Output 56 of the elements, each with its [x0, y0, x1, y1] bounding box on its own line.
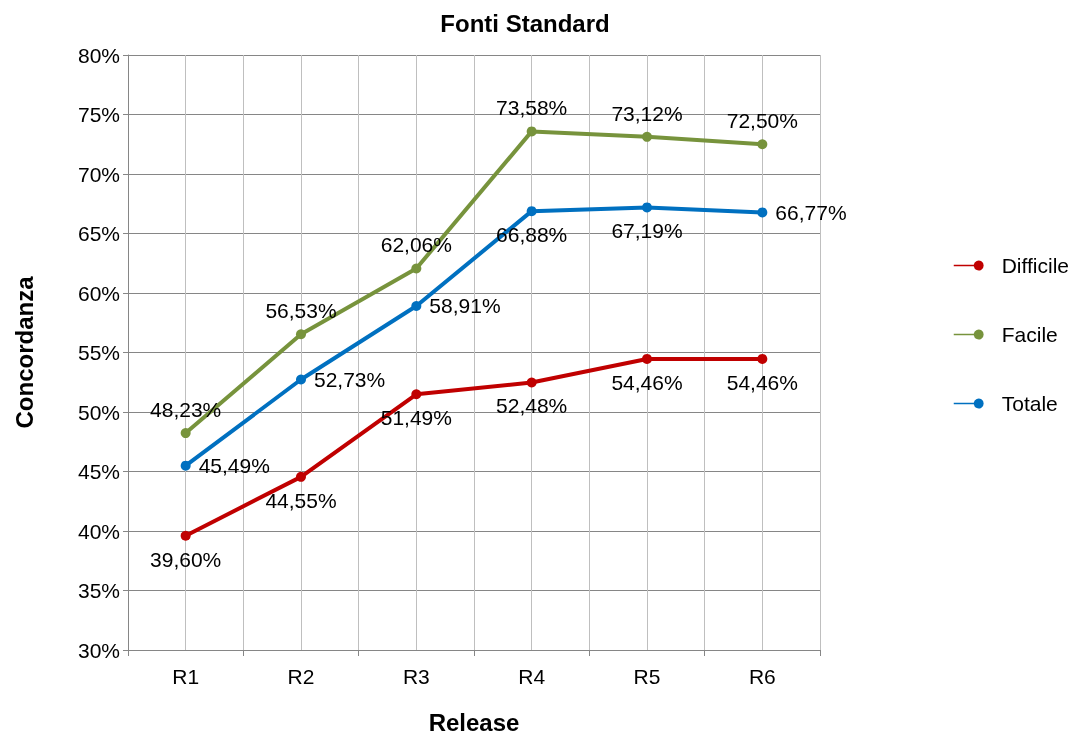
point [296, 374, 306, 385]
y-tick-label: 30% [77, 638, 120, 662]
point [526, 377, 537, 388]
point [180, 428, 191, 439]
point [642, 131, 652, 142]
x-tick-label: R1 [172, 665, 200, 688]
y-tick-label: 35% [77, 579, 120, 602]
data-label: 67,19% [611, 219, 683, 243]
data-label: 39,60% [150, 547, 222, 571]
data-label: 54,46% [611, 370, 683, 394]
data-label: 72,50% [726, 109, 798, 133]
x-tick-label: R4 [518, 665, 546, 688]
y-tick-label: 60% [77, 281, 120, 305]
point [180, 530, 191, 541]
point [642, 202, 652, 213]
y-axis-title: Concordanza [10, 275, 38, 429]
point [526, 206, 537, 217]
data-label: 45,49% [198, 454, 270, 478]
point [757, 139, 768, 150]
x-tick-label: R2 [287, 665, 315, 688]
y-tick-label: 45% [77, 460, 120, 483]
data-label: 51,49% [380, 406, 452, 430]
y-tick-label: 75% [77, 103, 120, 126]
point [296, 329, 306, 340]
y-tick-label: 40% [77, 519, 120, 543]
legend-label: Facile [1001, 323, 1058, 346]
chart-title: Fonti Standard [440, 9, 610, 37]
point [757, 353, 768, 364]
point [526, 126, 537, 137]
point [411, 389, 422, 400]
data-label: 58,91% [429, 294, 501, 318]
point [180, 460, 191, 471]
y-tick-label: 55% [77, 341, 120, 364]
data-label: 54,46% [726, 370, 798, 394]
x-tick-label: R3 [402, 665, 430, 688]
data-label: 44,55% [265, 488, 337, 512]
y-tick-label: 70% [77, 162, 120, 186]
x-tick-label: R6 [748, 665, 776, 688]
data-label: 56,53% [265, 299, 337, 323]
point [411, 263, 422, 274]
x-tick-label: R5 [633, 665, 661, 688]
y-tick-label: 80% [77, 43, 120, 67]
legend-label: Totale [1001, 392, 1058, 415]
data-label: 73,58% [496, 96, 568, 120]
point [642, 353, 652, 364]
y-tick-label: 50% [77, 400, 120, 424]
data-label: 73,12% [611, 101, 683, 125]
data-label: 52,73% [314, 368, 386, 392]
y-tick-label: 65% [77, 222, 120, 245]
point [411, 300, 422, 311]
data-label: 52,48% [496, 394, 568, 418]
data-label: 66,77% [775, 200, 847, 224]
point [296, 471, 306, 482]
legend-label: Difficile [1001, 254, 1069, 277]
point [757, 207, 768, 218]
x-axis-title: Release [428, 708, 520, 736]
